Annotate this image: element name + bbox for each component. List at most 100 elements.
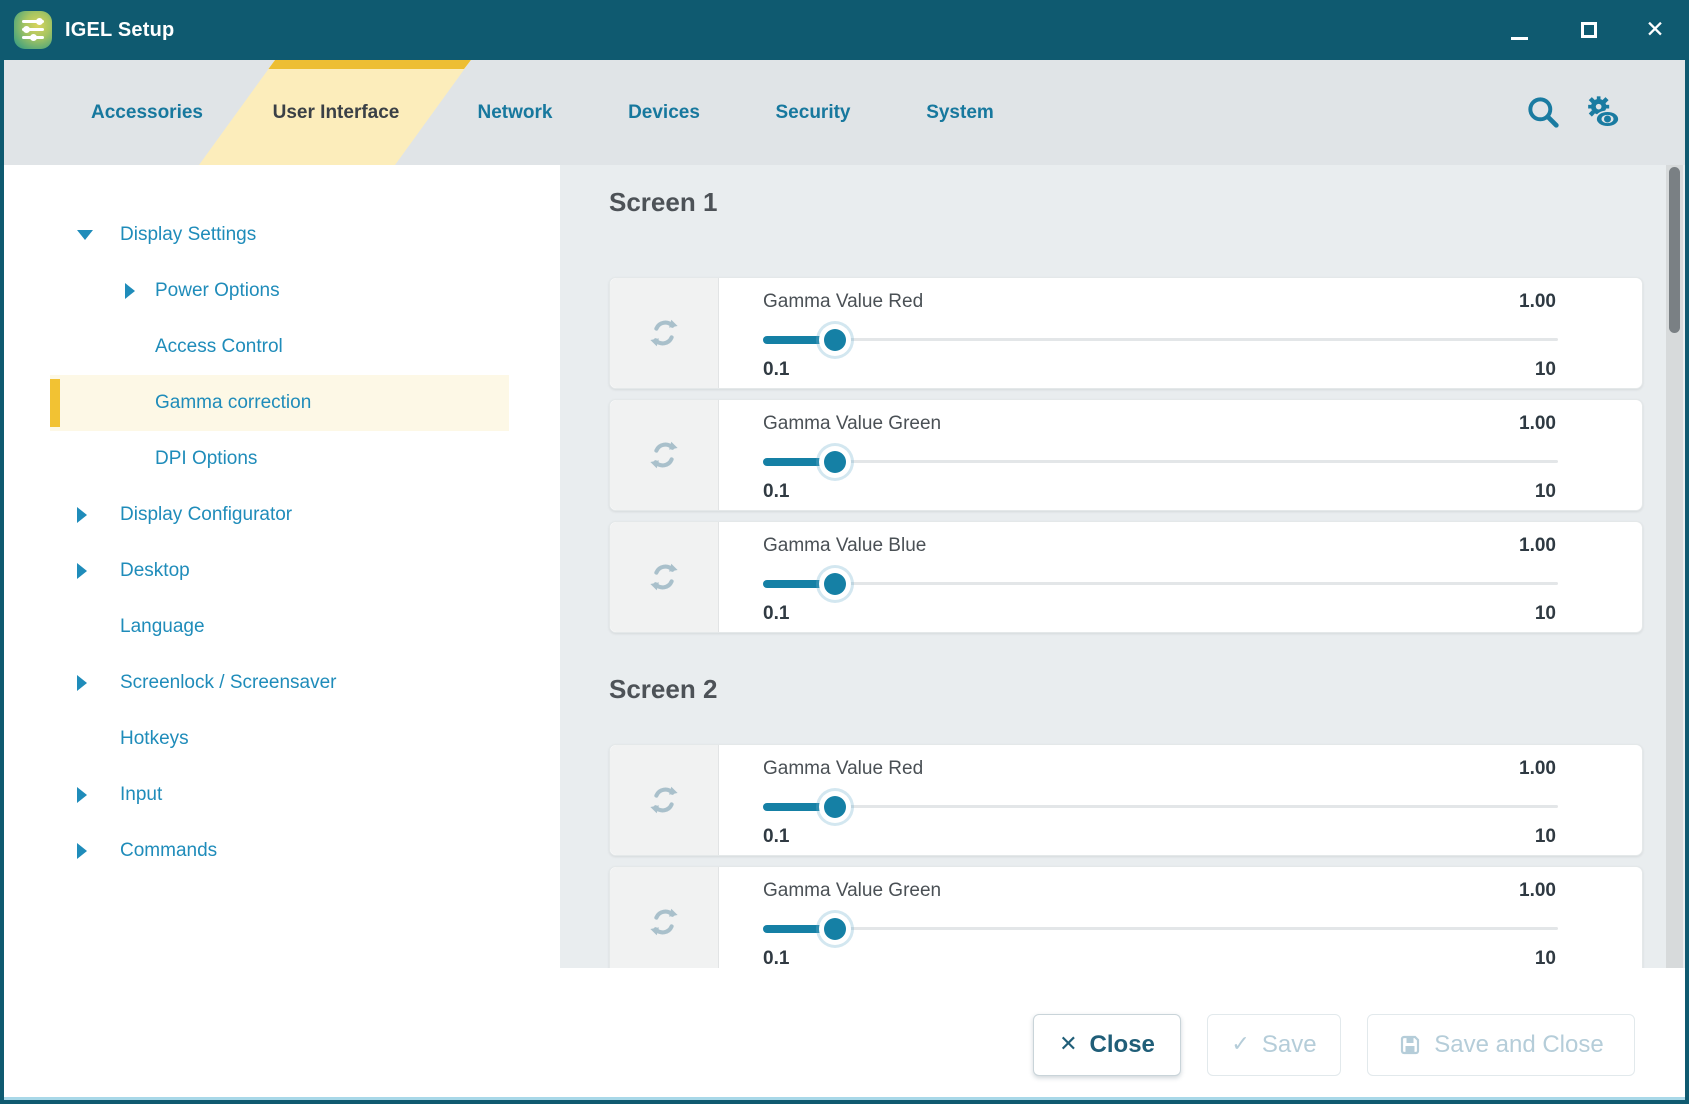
sidebar-item-label: Hotkeys (120, 728, 189, 749)
slider-handle[interactable] (824, 573, 846, 595)
slider-label: Gamma Value Blue (763, 535, 927, 556)
reset-icon (650, 441, 678, 469)
maximize-button[interactable] (1569, 10, 1609, 50)
sidebar-item-display-configurator[interactable]: Display Configurator (4, 487, 560, 543)
app-logo-icon (14, 11, 52, 49)
search-icon[interactable] (1524, 93, 1562, 131)
logo-slider-knob (23, 26, 30, 33)
save-and-close-button[interactable]: Save and Close (1367, 1014, 1635, 1076)
reset-button[interactable] (610, 867, 719, 968)
slider-value: 1.00 (1519, 758, 1556, 779)
close-icon: ✕ (1645, 16, 1665, 43)
sidebar-item-commands[interactable]: Commands (4, 823, 560, 879)
slider-handle[interactable] (824, 796, 846, 818)
chevron-right-icon (77, 675, 87, 691)
button-label: Close (1089, 1031, 1155, 1058)
sidebar-item-gamma-correction[interactable]: Gamma correction (4, 375, 560, 431)
settings-panel: Screen 1 Gamma Value Red 1.00 0.1 10 Gamma … (560, 165, 1666, 968)
tab-user-interface[interactable]: User Interface (272, 102, 400, 123)
sidebar-item-desktop[interactable]: Desktop (4, 543, 560, 599)
sidebar-item-language[interactable]: Language (4, 599, 560, 655)
sidebar-item-display-settings[interactable]: Display Settings (4, 207, 560, 263)
slider-max-label: 10 (1534, 481, 1556, 502)
slider-min-label: 0.1 (763, 481, 790, 502)
slider-fill (763, 803, 835, 811)
reset-icon (650, 563, 678, 591)
gamma-slider[interactable] (763, 794, 1558, 820)
slider-value: 1.00 (1519, 880, 1556, 901)
window-border (4, 1097, 1685, 1100)
gamma-slider[interactable] (763, 916, 1558, 942)
slider-track (763, 582, 1558, 585)
slider-max-label: 10 (1534, 948, 1556, 968)
reset-button[interactable] (610, 745, 719, 855)
scrollbar-thumb[interactable] (1669, 167, 1680, 333)
tab-devices[interactable]: Devices (628, 102, 700, 123)
sidebar-item-label: Input (120, 784, 163, 805)
view-settings-icon[interactable] (1582, 92, 1622, 132)
sidebar-item-label: Commands (120, 840, 218, 861)
chevron-right-icon (77, 843, 87, 859)
sidebar-item-access-control[interactable]: Access Control (4, 319, 560, 375)
chevron-right-icon (77, 563, 87, 579)
sidebar-item-label: Display Settings (120, 224, 257, 245)
active-tab-top-bar (268, 60, 471, 69)
reset-button[interactable] (610, 278, 719, 388)
slider-card: Gamma Value Red 1.00 0.1 10 (609, 277, 1643, 389)
titlebar: IGEL Setup ✕ (0, 0, 1689, 60)
slider-value: 1.00 (1519, 413, 1556, 434)
window-border (0, 1100, 1689, 1104)
gamma-slider[interactable] (763, 449, 1558, 475)
gamma-slider[interactable] (763, 327, 1558, 353)
slider-handle[interactable] (824, 451, 846, 473)
tab-network[interactable]: Network (477, 102, 553, 123)
close-x-icon: ✕ (1059, 1032, 1078, 1057)
slider-max-label: 10 (1534, 826, 1556, 847)
slider-handle[interactable] (824, 918, 846, 940)
slider-label: Gamma Value Green (763, 413, 942, 434)
tab-security[interactable]: Security (775, 102, 851, 123)
navigation-tree: Display Settings Power Options Access Cont… (4, 165, 560, 968)
slider-fill (763, 925, 835, 933)
minimize-button[interactable] (1499, 10, 1539, 50)
vertical-scrollbar[interactable] (1666, 165, 1683, 968)
logo-slider-knob (30, 34, 37, 41)
save-icon (1401, 1035, 1420, 1055)
reset-button[interactable] (610, 522, 719, 632)
close-button[interactable]: ✕ Close (1033, 1014, 1181, 1076)
close-window-button[interactable]: ✕ (1635, 10, 1675, 50)
sidebar-item-label: Access Control (155, 336, 283, 357)
slider-min-label: 0.1 (763, 359, 790, 380)
section-heading: Screen 2 (609, 674, 718, 704)
sidebar-item-label: Desktop (120, 560, 190, 581)
slider-min-label: 0.1 (763, 948, 790, 968)
slider-handle[interactable] (824, 329, 846, 351)
slider-fill (763, 580, 835, 588)
sidebar-item-screenlock-screensaver[interactable]: Screenlock / Screensaver (4, 655, 560, 711)
slider-track (763, 460, 1558, 463)
sidebar-item-hotkeys[interactable]: Hotkeys (4, 711, 560, 767)
minimize-icon (1510, 37, 1528, 40)
slider-card: Gamma Value Blue 1.00 0.1 10 (609, 521, 1643, 633)
gamma-slider[interactable] (763, 571, 1558, 597)
tab-system[interactable]: System (926, 102, 994, 123)
slider-fill (763, 336, 835, 344)
tab-accessories[interactable]: Accessories (91, 102, 203, 123)
logo-slider-line (22, 20, 44, 23)
slider-label: Gamma Value Red (763, 758, 924, 779)
reset-button[interactable] (610, 400, 719, 510)
sidebar-item-input[interactable]: Input (4, 767, 560, 823)
window-border (0, 60, 4, 1104)
sidebar-item-label: Screenlock / Screensaver (120, 672, 337, 693)
reset-icon (650, 786, 678, 814)
window-border (1685, 60, 1689, 1104)
slider-min-label: 0.1 (763, 826, 790, 847)
selected-item-highlight (50, 375, 509, 431)
sidebar-item-power-options[interactable]: Power Options (4, 263, 560, 319)
save-button[interactable]: ✓ Save (1207, 1014, 1341, 1076)
slider-label: Gamma Value Red (763, 291, 924, 312)
slider-fill (763, 458, 835, 466)
sidebar-item-dpi-options[interactable]: DPI Options (4, 431, 560, 487)
chevron-right-icon (125, 283, 135, 299)
